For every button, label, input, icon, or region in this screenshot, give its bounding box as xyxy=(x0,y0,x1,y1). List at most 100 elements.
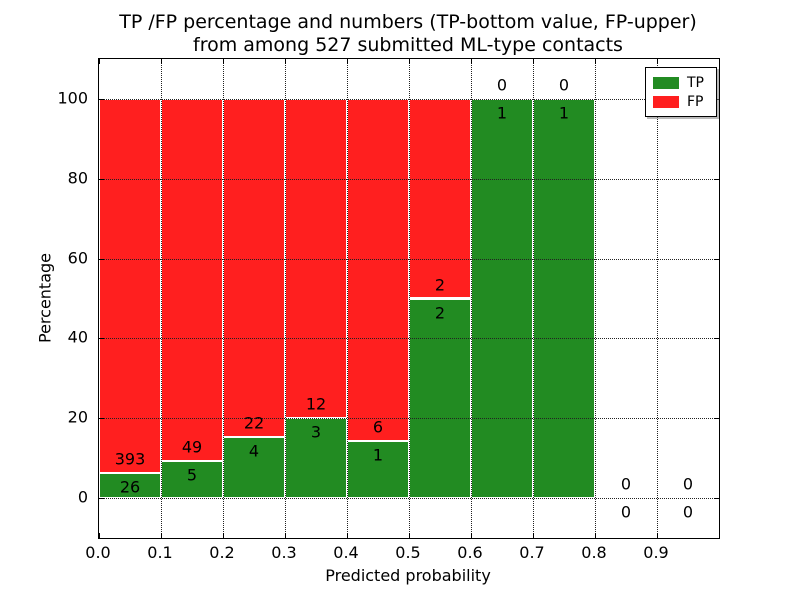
tp-bar-segment xyxy=(471,98,533,499)
tp-bar-segment xyxy=(409,298,471,499)
fp-bar-segment xyxy=(161,98,223,462)
x-axis-label: Predicted probability xyxy=(325,566,491,585)
x-tickmark-top xyxy=(595,59,596,64)
x-gridline xyxy=(409,59,410,538)
y-tick-label: 0 xyxy=(77,487,88,507)
x-tickmark xyxy=(471,533,472,538)
y-tickmark xyxy=(99,258,104,260)
fp-count-label: 12 xyxy=(305,394,327,414)
plot-area: TP FP 393 26 49 5 22 4 12 3 6 1 2 2 0 1 0 1 0 0 0 0 xyxy=(98,58,720,539)
fp-count-label: 22 xyxy=(243,413,265,433)
tp-count-label: 1 xyxy=(372,445,384,465)
y-tick-label: 20 xyxy=(67,407,88,427)
y-tickmark xyxy=(99,178,104,180)
x-gridline xyxy=(657,59,658,538)
x-tickmark xyxy=(657,533,658,538)
y-tick-label: 60 xyxy=(67,248,88,268)
tp-count-label: 1 xyxy=(496,103,508,123)
fp-count-label: 0 xyxy=(496,75,508,95)
tp-count-label: 26 xyxy=(119,477,141,497)
y-tickmark xyxy=(99,498,104,500)
x-gridline xyxy=(223,59,224,538)
x-tickmark-top xyxy=(285,59,286,64)
fp-bar-segment xyxy=(223,98,285,437)
x-tickmark-top xyxy=(161,59,162,64)
y-tickmark xyxy=(99,418,104,420)
tp-count-label: 4 xyxy=(248,441,260,461)
x-tickmark-top xyxy=(657,59,658,64)
x-tickmark xyxy=(285,533,286,538)
x-tick-label: 0.1 xyxy=(147,543,173,562)
legend-item-tp: TP xyxy=(653,73,710,92)
fp-count-label: 393 xyxy=(114,449,146,469)
x-tick-label: 0.9 xyxy=(643,543,669,562)
fp-count-label: 0 xyxy=(558,75,570,95)
x-tickmark xyxy=(161,533,162,538)
fp-count-label: 49 xyxy=(181,437,203,457)
y-tick-label: 80 xyxy=(67,168,88,188)
fp-count-label: 0 xyxy=(620,474,632,494)
tp-count-label: 3 xyxy=(310,422,322,442)
x-tickmark-top xyxy=(223,59,224,64)
x-gridline xyxy=(285,59,286,538)
fp-count-label: 2 xyxy=(434,275,446,294)
x-gridline xyxy=(595,59,596,538)
x-tickmark-top xyxy=(99,59,100,64)
tp-count-label: 0 xyxy=(682,502,694,522)
tp-bar-segment xyxy=(285,418,347,499)
tp-count-label: 0 xyxy=(620,502,632,522)
x-tickmark xyxy=(409,533,410,538)
fp-bar-segment xyxy=(347,98,409,442)
x-tickmark xyxy=(595,533,596,538)
tp-bar-segment xyxy=(347,441,409,499)
legend-item-fp: FP xyxy=(653,92,710,111)
y-tickmark-right xyxy=(714,258,719,260)
x-tick-label: 0.7 xyxy=(519,543,545,562)
x-tick-label: 0.5 xyxy=(395,543,421,562)
y-tickmark-right xyxy=(714,498,719,500)
x-tickmark xyxy=(223,533,224,538)
tp-count-label: 1 xyxy=(558,103,570,123)
fp-count-label: 6 xyxy=(372,417,384,437)
x-tick-label: 0.6 xyxy=(457,543,483,562)
x-gridline xyxy=(471,59,472,538)
x-tickmark xyxy=(533,533,534,538)
tp-count-label: 5 xyxy=(186,465,198,485)
fp-bar-segment xyxy=(99,98,161,474)
tp-bar-segment xyxy=(99,473,161,499)
chart-title-line1: TP /FP percentage and numbers (TP-bottom… xyxy=(119,11,697,33)
x-tickmark-top xyxy=(533,59,534,64)
x-tick-label: 0.4 xyxy=(333,543,359,562)
tp-count-label: 2 xyxy=(434,303,446,322)
x-gridline xyxy=(533,59,534,538)
x-tick-label: 0.3 xyxy=(271,543,297,562)
fp-legend-label: FP xyxy=(687,93,704,110)
x-tickmark-top xyxy=(347,59,348,64)
x-tick-label: 0.0 xyxy=(85,543,111,562)
x-tick-label: 0.8 xyxy=(581,543,607,562)
y-tickmark xyxy=(99,338,104,340)
tp-legend-label: TP xyxy=(687,74,704,91)
tp-bar-segment xyxy=(161,461,223,499)
y-tick-label: 40 xyxy=(67,327,88,347)
x-tick-label: 0.2 xyxy=(209,543,235,562)
y-tickmark xyxy=(99,98,104,100)
y-tick-label: 100 xyxy=(57,88,88,108)
x-tickmark xyxy=(347,533,348,538)
tp-bar-segment xyxy=(533,98,595,499)
tp-legend-swatch xyxy=(653,76,679,89)
fp-legend-swatch xyxy=(653,95,679,108)
fp-count-label: 0 xyxy=(682,474,694,494)
chart-title: TP /FP percentage and numbers (TP-bottom… xyxy=(98,11,718,57)
x-tickmark xyxy=(99,533,100,538)
legend: TP FP xyxy=(645,67,717,117)
x-gridline xyxy=(347,59,348,538)
chart-title-line2: from among 527 submitted ML-type contact… xyxy=(193,34,623,56)
y-tickmark-right xyxy=(714,178,719,180)
x-tickmark-top xyxy=(409,59,410,64)
fp-bar-segment xyxy=(409,98,471,299)
y-axis-label: Percentage xyxy=(35,252,55,343)
x-tickmark-top xyxy=(471,59,472,64)
y-tickmark-right xyxy=(714,338,719,340)
